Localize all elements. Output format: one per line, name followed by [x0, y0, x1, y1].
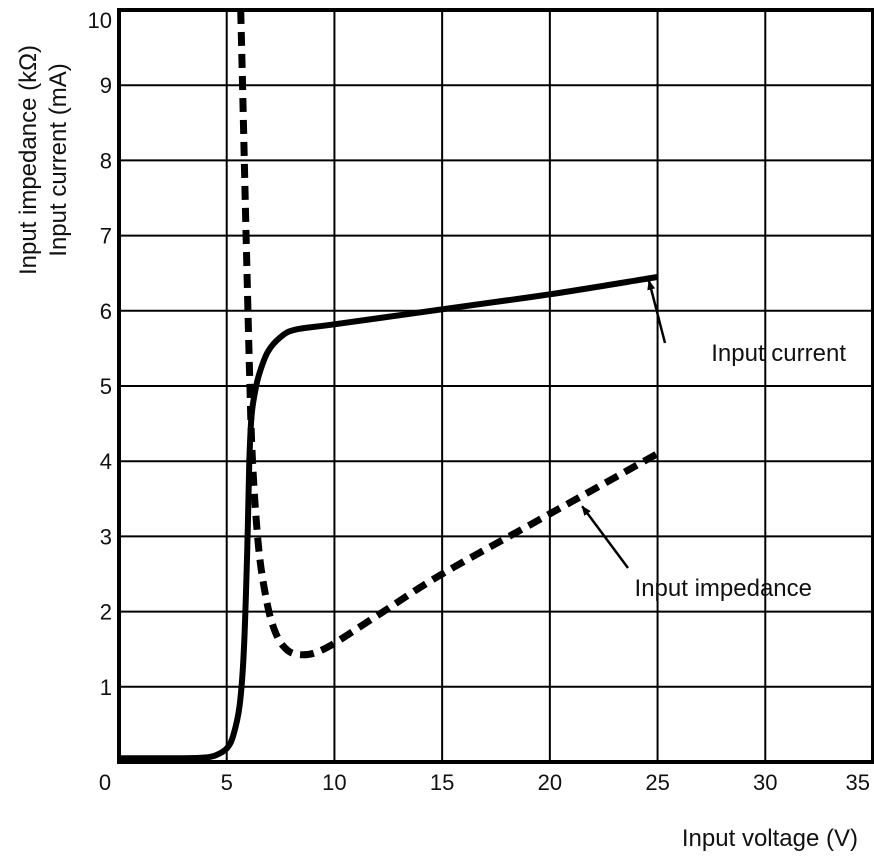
- x-tick-label: 20: [538, 770, 562, 795]
- x-tick-labels: 0 5 10 15 20 25 30 35: [99, 770, 870, 795]
- y-tick-label: 5: [100, 374, 112, 399]
- x-tick-label: 25: [645, 770, 669, 795]
- y-tick-label: 3: [100, 524, 112, 549]
- y-tick-label: 7: [100, 224, 112, 249]
- annotation-arrow-input-current: [647, 279, 667, 344]
- x-tick-label: 15: [430, 770, 454, 795]
- plot-frame: [117, 8, 874, 764]
- x-axis-title: Input voltage (V): [682, 825, 858, 852]
- y-tick-label: 9: [100, 73, 112, 98]
- x-tick-label: 5: [221, 770, 233, 795]
- x-tick-label: 35: [846, 770, 870, 795]
- y-tick-label: 6: [100, 299, 112, 324]
- annotation-label-input-current: Input current: [711, 340, 846, 367]
- y-tick-label: 2: [100, 600, 112, 625]
- grid: [119, 10, 873, 762]
- series-input-impedance-line: [237, 9, 660, 659]
- x-tick-label: 30: [753, 770, 777, 795]
- x-tick-label: 0: [99, 770, 111, 795]
- annotation-label-input-impedance: Input impedance: [635, 575, 812, 602]
- series-layer: [118, 9, 660, 762]
- y-tick-label: 10: [88, 8, 112, 33]
- series-input-current-line: [118, 274, 659, 762]
- y-tick-labels: 1 2 3 4 5 6 7 8 9 10: [88, 8, 112, 700]
- x-tick-label: 10: [322, 770, 346, 795]
- y-axis-title-current: Input current (mA): [45, 63, 72, 256]
- y-axis-title-impedance: Input impedance (kΩ): [15, 45, 42, 275]
- y-tick-label: 8: [100, 148, 112, 173]
- y-tick-label: 1: [100, 675, 112, 700]
- annotation-layer: Input current Input impedance: [581, 279, 846, 602]
- annotation-arrow-input-impedance: [581, 505, 630, 569]
- y-tick-label: 4: [100, 449, 112, 474]
